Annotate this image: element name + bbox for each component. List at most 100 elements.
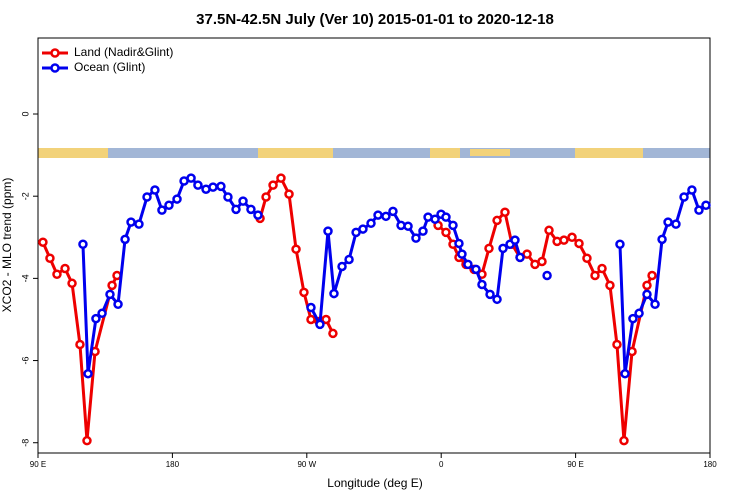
- data-point: [329, 288, 339, 299]
- data-point: [208, 182, 218, 192]
- legend-marker: [50, 48, 60, 58]
- y-tick-label: -6: [20, 357, 30, 365]
- data-point: [612, 339, 622, 350]
- data-point: [172, 194, 182, 204]
- data-point: [500, 207, 510, 217]
- data-point: [457, 249, 467, 259]
- data-point: [619, 435, 629, 446]
- data-point: [107, 280, 117, 291]
- data-point: [82, 435, 92, 446]
- data-point: [381, 211, 391, 222]
- data-point: [83, 368, 93, 379]
- data-point: [186, 173, 196, 183]
- data-point: [605, 280, 615, 291]
- data-point: [105, 289, 115, 300]
- data-point: [701, 200, 711, 210]
- legend-label: Land (Nadir&Glint): [74, 45, 173, 59]
- data-point: [120, 234, 130, 245]
- data-point: [642, 289, 652, 300]
- data-point: [261, 192, 271, 202]
- data-point: [650, 299, 660, 310]
- plot-frame: [37, 37, 711, 454]
- x-tick-label: 90 E: [567, 460, 583, 469]
- data-point: [38, 237, 48, 247]
- data-point: [430, 214, 440, 224]
- x-tick-label: 180: [166, 460, 180, 469]
- data-point: [276, 173, 286, 183]
- data-point: [448, 220, 458, 231]
- data-point: [91, 313, 101, 324]
- x-tick-label: 0: [439, 460, 444, 469]
- data-point: [657, 234, 667, 245]
- data-point: [299, 287, 309, 298]
- data-point: [628, 313, 638, 324]
- data-point: [492, 215, 502, 226]
- data-point: [559, 235, 569, 245]
- data-point: [321, 314, 331, 325]
- data-point: [418, 226, 428, 236]
- data-point: [328, 328, 338, 339]
- data-point: [268, 180, 278, 190]
- data-point: [142, 192, 152, 202]
- data-point: [582, 253, 592, 263]
- data-point: [679, 192, 689, 202]
- map-strip: [38, 148, 710, 158]
- data-point: [67, 278, 77, 289]
- data-point: [97, 308, 107, 319]
- chart-title: 37.5N-42.5N July (Ver 10) 2015-01-01 to …: [196, 11, 554, 28]
- data-point: [150, 185, 160, 195]
- y-tick-label: -4: [20, 274, 30, 282]
- x-tick-label: 180: [703, 460, 717, 469]
- data-point: [323, 226, 333, 236]
- data-point: [597, 263, 607, 274]
- series-line: [41, 176, 654, 443]
- data-point: [306, 302, 316, 313]
- data-point: [454, 238, 464, 249]
- data-point: [522, 249, 532, 259]
- data-point: [78, 239, 88, 250]
- data-point: [510, 235, 520, 245]
- data-point: [471, 264, 481, 275]
- x-tick-label: 90 E: [30, 460, 46, 469]
- data-point: [485, 289, 495, 300]
- data-point: [590, 270, 600, 281]
- data-point: [484, 243, 494, 254]
- data-point: [441, 212, 451, 222]
- data-point: [291, 244, 301, 254]
- data-point: [663, 217, 673, 227]
- data-point: [358, 224, 368, 234]
- data-point: [492, 294, 502, 305]
- data-point: [463, 259, 473, 270]
- data-point: [231, 204, 241, 215]
- data-point: [75, 339, 85, 350]
- data-point: [223, 192, 233, 202]
- data-point: [537, 256, 547, 267]
- data-point: [687, 185, 697, 195]
- y-tick-label: -2: [20, 192, 30, 200]
- data-point: [113, 299, 123, 310]
- y-axis-label: XCO2 - MLO trend (ppm): [0, 178, 14, 313]
- data-point: [164, 200, 174, 210]
- data-point: [315, 319, 325, 330]
- x-tick-label: 90 W: [297, 460, 316, 469]
- data-point: [403, 221, 413, 231]
- data-point: [306, 314, 316, 325]
- data-point: [126, 217, 136, 227]
- data-point: [615, 239, 625, 250]
- data-point: [52, 269, 62, 280]
- data-point: [45, 253, 55, 263]
- data-point: [634, 308, 644, 319]
- data-point: [388, 206, 398, 217]
- x-axis-label: Longitude (deg E): [327, 476, 422, 490]
- data-point: [441, 227, 451, 238]
- y-tick-label: 0: [20, 112, 30, 117]
- data-point: [284, 189, 294, 199]
- data-point: [337, 261, 347, 272]
- data-point: [253, 210, 263, 220]
- data-point: [60, 263, 70, 274]
- data-point: [542, 270, 552, 281]
- data-point: [157, 205, 167, 215]
- data-point: [246, 204, 256, 215]
- legend-label: Ocean (Glint): [74, 60, 145, 74]
